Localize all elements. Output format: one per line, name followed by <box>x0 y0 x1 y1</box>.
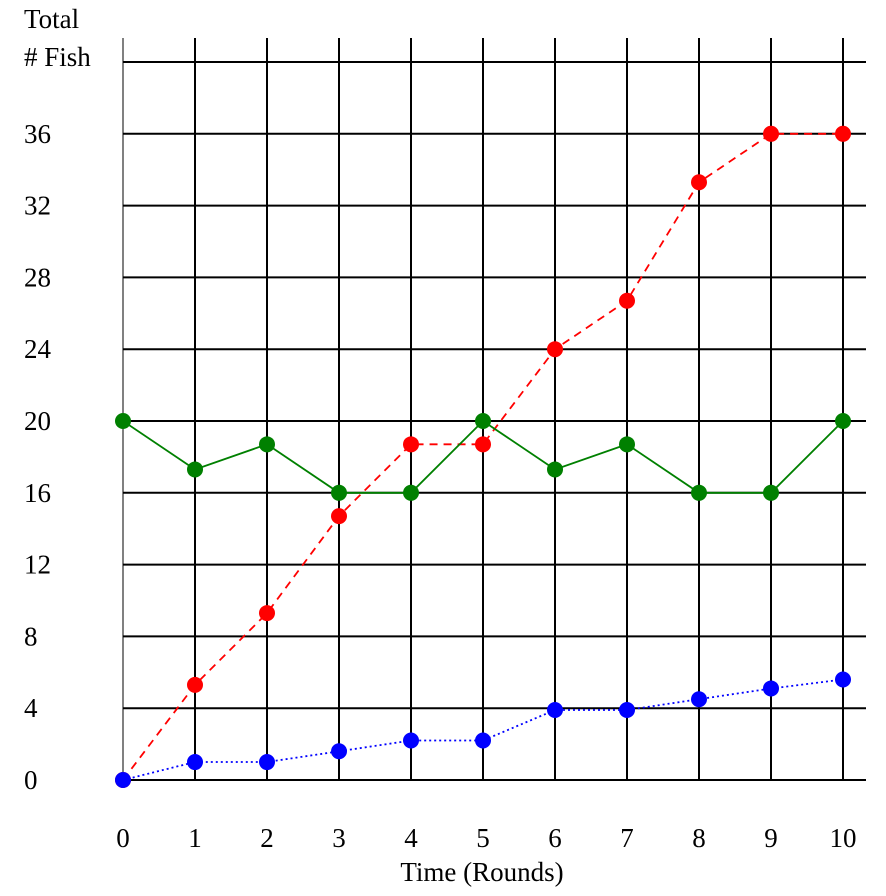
data-point-dashed <box>835 125 851 142</box>
data-point-dotted <box>187 754 203 771</box>
data-point-dotted <box>835 671 851 688</box>
x-axis-label: Time (Rounds) <box>400 857 563 887</box>
y-axis-label-line-1: Total <box>24 4 79 34</box>
x-tick-label: 4 <box>404 823 418 853</box>
x-tick-label: 8 <box>692 823 706 853</box>
data-point-solid <box>403 484 419 501</box>
series-layer <box>115 125 851 788</box>
y-tick-label: 12 <box>24 550 51 580</box>
data-point-dotted <box>403 732 419 749</box>
data-point-solid <box>187 461 203 478</box>
data-point-dashed <box>475 436 491 453</box>
data-point-solid <box>259 436 275 453</box>
data-point-dotted <box>331 743 347 760</box>
data-point-solid <box>763 484 779 501</box>
data-point-solid <box>835 413 851 429</box>
data-point-dashed <box>691 174 707 191</box>
y-tick-label: 16 <box>24 478 51 508</box>
data-point-solid <box>619 436 635 453</box>
x-tick-label: 5 <box>476 823 490 853</box>
y-tick-label: 24 <box>24 334 52 364</box>
x-tick-label: 2 <box>260 823 274 853</box>
x-tick-label: 6 <box>548 823 562 853</box>
data-point-dotted <box>259 754 275 771</box>
data-point-dashed <box>619 292 635 309</box>
data-point-solid <box>547 461 563 478</box>
data-point-dashed <box>259 605 275 622</box>
y-tick-label: 36 <box>24 119 51 149</box>
x-tick-label: 0 <box>116 823 130 853</box>
data-point-dotted <box>115 772 131 788</box>
y-tick-label: 0 <box>24 765 38 795</box>
x-tick-label: 9 <box>764 823 778 853</box>
y-tick-label: 20 <box>24 406 51 436</box>
grid <box>122 38 866 781</box>
y-tick-label: 8 <box>24 621 38 651</box>
data-point-dotted <box>619 701 635 718</box>
data-point-dashed <box>331 508 347 525</box>
data-point-dotted <box>547 701 563 718</box>
y-tick-label: 4 <box>24 693 38 723</box>
data-point-dotted <box>763 680 779 697</box>
series-line-dashed <box>122 132 843 781</box>
x-tick-label: 10 <box>830 823 857 853</box>
y-axis-label-line-2: # Fish <box>24 42 91 72</box>
data-point-solid <box>331 484 347 501</box>
series-line-dotted <box>122 678 844 781</box>
data-point-dotted <box>475 732 491 749</box>
y-tick-label: 32 <box>24 191 51 221</box>
y-tick-label: 28 <box>24 262 51 292</box>
data-point-dashed <box>763 125 779 142</box>
labels-layer: Total # Fish Time (Rounds) 0481216202428… <box>24 4 857 887</box>
data-point-dashed <box>187 676 203 693</box>
data-point-solid <box>475 413 491 429</box>
data-point-dotted <box>691 691 707 708</box>
x-tick-label: 3 <box>332 823 346 853</box>
data-point-solid <box>691 484 707 501</box>
x-tick-label: 7 <box>620 823 634 853</box>
data-point-solid <box>115 413 131 429</box>
data-point-dashed <box>547 341 563 358</box>
x-tick-label: 1 <box>188 823 202 853</box>
data-point-dashed <box>403 436 419 453</box>
